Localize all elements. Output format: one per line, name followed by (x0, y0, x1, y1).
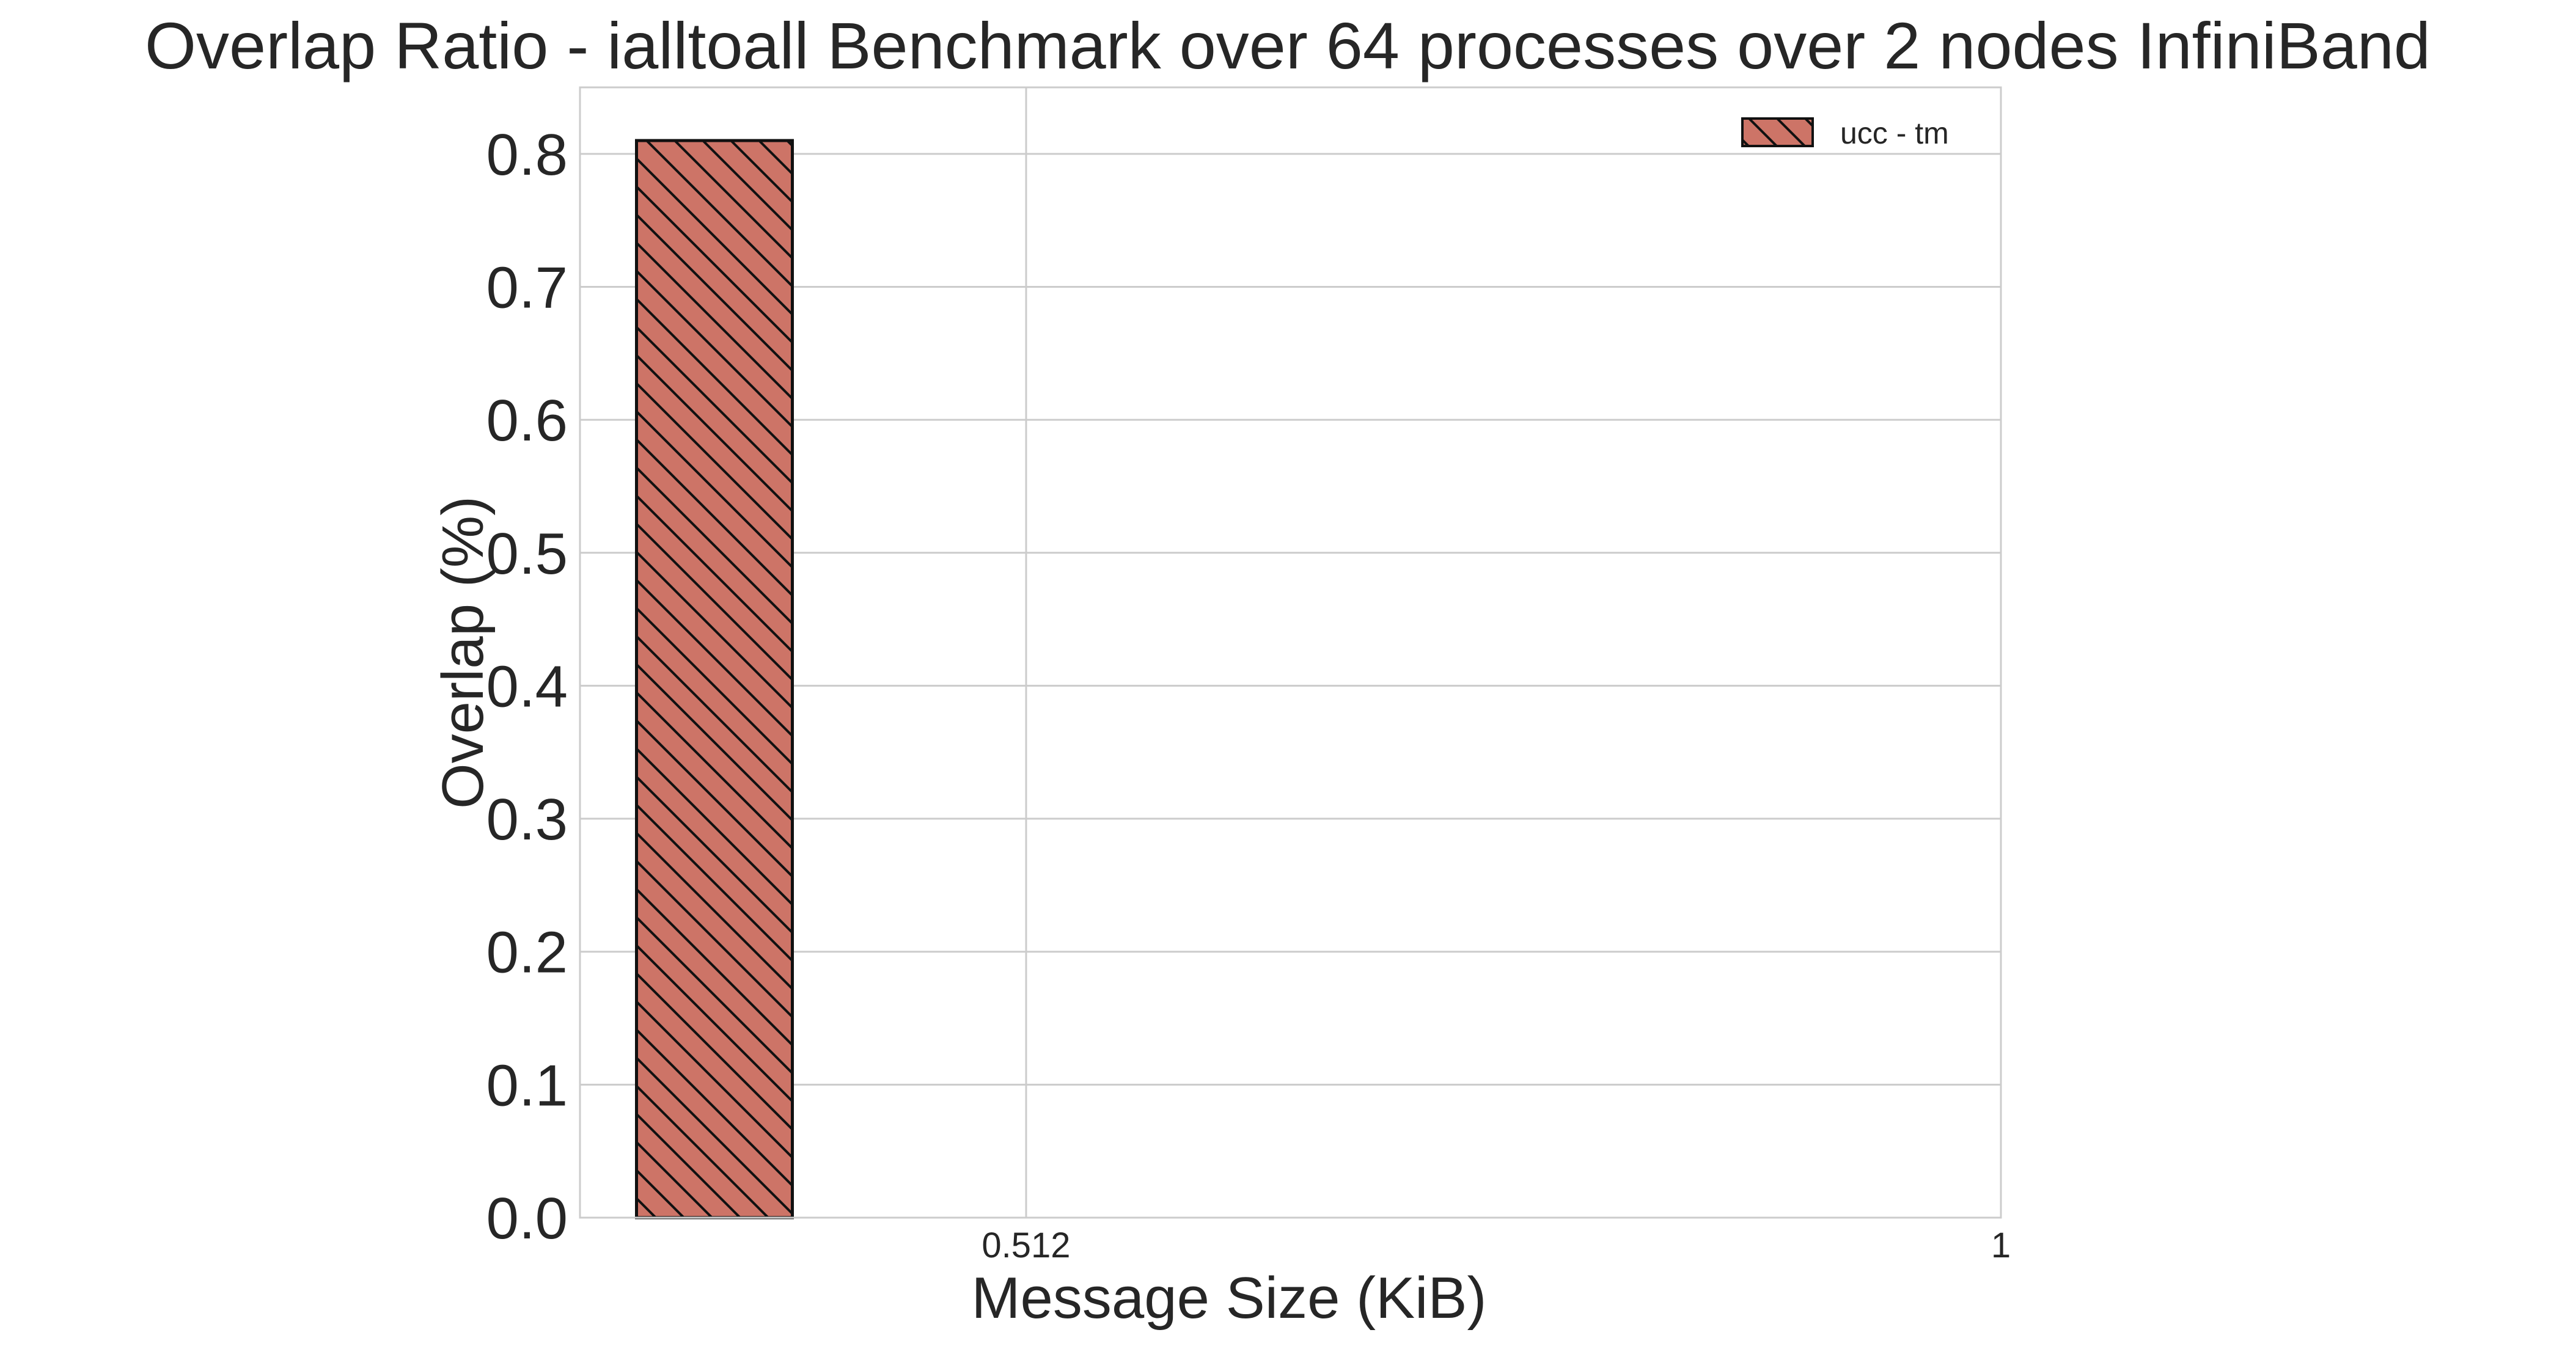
legend-label: ucc - tm (1840, 116, 1949, 150)
y-tick-label: 0.1 (486, 1053, 568, 1118)
y-tick-label: 0.6 (486, 388, 568, 453)
y-tick-label: 0.8 (486, 122, 568, 188)
y-tick-label: 0.7 (486, 255, 568, 320)
x-axis-ticks: 0.512 1 (982, 1226, 2011, 1265)
plot-frame (579, 86, 2002, 1219)
y-tick-label: 0.4 (486, 654, 568, 719)
legend: ucc - tm (1741, 116, 1949, 150)
bars (635, 139, 794, 1219)
x-tick-label: 1 (1991, 1226, 2011, 1265)
y-tick-label: 0.0 (486, 1186, 568, 1251)
y-axis-label: Overlap (%) (430, 496, 496, 809)
y-tick-label: 0.5 (486, 521, 568, 587)
y-tick-label: 0.2 (486, 920, 568, 985)
y-tick-label: 0.3 (486, 787, 568, 852)
x-tick-label: 0.512 (982, 1226, 1070, 1265)
x-axis-label: Message Size (KiB) (972, 1265, 1487, 1331)
chart-title: Overlap Ratio - ialltoall Benchmark over… (145, 9, 2431, 82)
legend-swatch (1741, 117, 1814, 147)
bar-ucc-tm-0.512 (635, 139, 794, 1219)
y-axis-ticks: 0.0 0.1 0.2 0.3 0.4 0.5 0.6 0.7 0.8 (486, 122, 568, 1251)
